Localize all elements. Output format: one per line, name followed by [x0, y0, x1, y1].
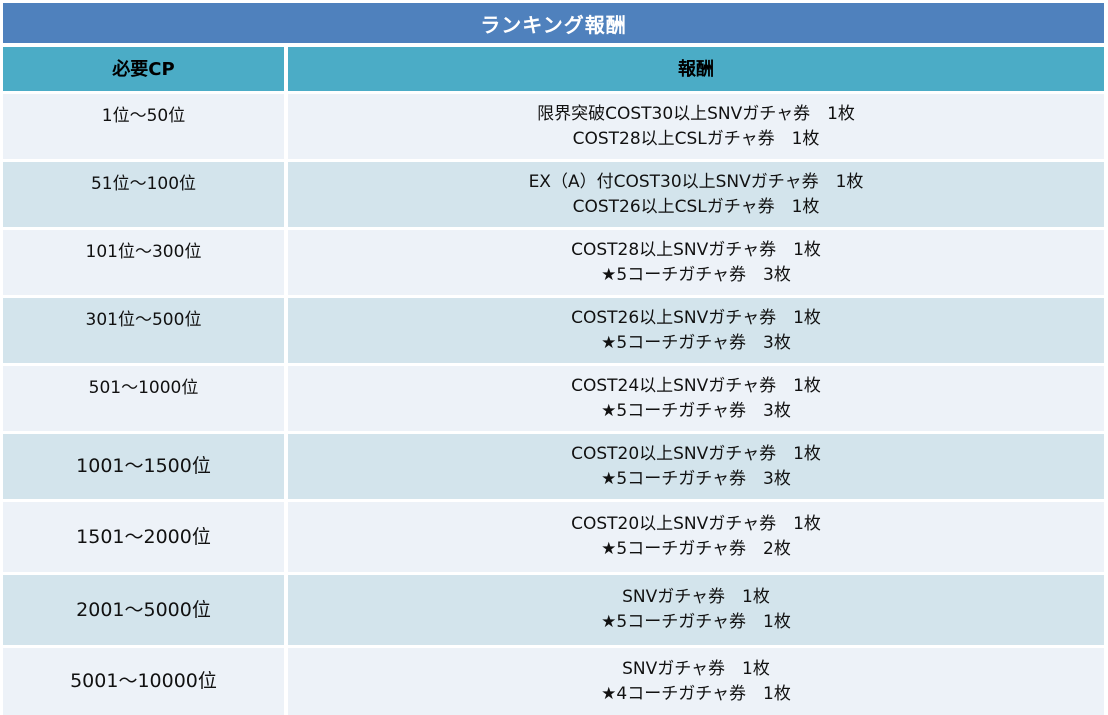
reward-line: ★5コーチガチャ券 3枚 [601, 400, 791, 421]
rank-cell: 301位～500位 [3, 298, 284, 363]
rank-cell: 1001～1500位 [3, 434, 284, 499]
rank-cell: 501～1000位 [3, 366, 284, 431]
table-title: ランキング報酬 [3, 3, 1104, 43]
reward-cell: COST24以上SNVガチャ券 1枚 ★5コーチガチャ券 3枚 [288, 366, 1104, 431]
reward-cell: SNVガチャ券 1枚 ★4コーチガチャ券 1枚 [288, 648, 1104, 715]
reward-cell: COST28以上SNVガチャ券 1枚 ★5コーチガチャ券 3枚 [288, 230, 1104, 295]
reward-line: ★5コーチガチャ券 3枚 [601, 332, 791, 353]
reward-line: ★4コーチガチャ券 1枚 [601, 683, 791, 704]
reward-line: SNVガチャ券 1枚 [622, 587, 770, 607]
reward-cell: COST20以上SNVガチャ券 1枚 ★5コーチガチャ券 2枚 [288, 502, 1104, 572]
reward-cell: COST26以上SNVガチャ券 1枚 ★5コーチガチャ券 3枚 [288, 298, 1104, 363]
reward-line: COST26以上SNVガチャ券 1枚 [571, 307, 821, 328]
reward-cell: 限界突破COST30以上SNVガチャ券 1枚 COST28以上CSLガチャ券 1… [288, 94, 1104, 159]
reward-cell: SNVガチャ券 1枚 ★5コーチガチャ券 1枚 [288, 575, 1104, 645]
rank-cell: 5001～10000位 [3, 648, 284, 715]
reward-line: COST20以上SNVガチャ券 1枚 [571, 443, 821, 464]
header-required-cp: 必要CP [3, 47, 284, 91]
reward-line: SNVガチャ券 1枚 [622, 658, 770, 679]
reward-line: COST26以上CSLガチャ券 1枚 [572, 196, 820, 217]
ranking-reward-table: 必要CP 報酬 1位～50位 限界突破COST30以上SNVガチャ券 1枚 CO… [3, 47, 1104, 715]
reward-line: ★5コーチガチャ券 3枚 [601, 264, 791, 285]
reward-line: COST20以上SNVガチャ券 1枚 [571, 514, 821, 534]
rank-cell: 1位～50位 [3, 94, 284, 159]
header-reward: 報酬 [288, 47, 1104, 91]
reward-line: EX（A）付COST30以上SNVガチャ券 1枚 [528, 171, 864, 192]
reward-cell: COST20以上SNVガチャ券 1枚 ★5コーチガチャ券 3枚 [288, 434, 1104, 499]
reward-line: COST24以上SNVガチャ券 1枚 [571, 375, 821, 396]
reward-cell: EX（A）付COST30以上SNVガチャ券 1枚 COST26以上CSLガチャ券… [288, 162, 1104, 227]
rank-cell: 51位～100位 [3, 162, 284, 227]
rank-cell: 2001～5000位 [3, 575, 284, 645]
reward-line: ★5コーチガチャ券 1枚 [601, 612, 791, 632]
rank-cell: 101位～300位 [3, 230, 284, 295]
reward-line: ★5コーチガチャ券 3枚 [601, 468, 791, 489]
reward-line: COST28以上SNVガチャ券 1枚 [571, 239, 821, 260]
reward-line: 限界突破COST30以上SNVガチャ券 1枚 [537, 103, 855, 124]
reward-line: ★5コーチガチャ券 2枚 [601, 539, 791, 559]
rank-cell: 1501～2000位 [3, 502, 284, 572]
reward-line: COST28以上CSLガチャ券 1枚 [572, 128, 820, 149]
